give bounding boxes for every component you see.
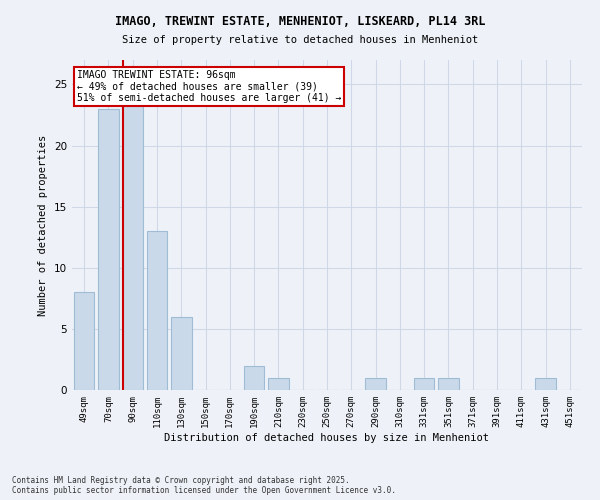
Bar (535, 378, 556, 390)
Bar (268, 378, 289, 390)
Text: IMAGO TREWINT ESTATE: 96sqm
← 49% of detached houses are smaller (39)
51% of sem: IMAGO TREWINT ESTATE: 96sqm ← 49% of det… (77, 70, 341, 103)
Y-axis label: Number of detached properties: Number of detached properties (38, 134, 49, 316)
Bar (414, 378, 434, 390)
Bar (98, 109, 119, 390)
Bar (146, 231, 167, 390)
Text: Contains HM Land Registry data © Crown copyright and database right 2025.
Contai: Contains HM Land Registry data © Crown c… (12, 476, 396, 495)
Bar (171, 316, 191, 390)
X-axis label: Distribution of detached houses by size in Menheniot: Distribution of detached houses by size … (164, 432, 490, 442)
Bar (74, 292, 94, 390)
Bar (365, 378, 386, 390)
Text: IMAGO, TREWINT ESTATE, MENHENIOT, LISKEARD, PL14 3RL: IMAGO, TREWINT ESTATE, MENHENIOT, LISKEA… (115, 15, 485, 28)
Text: Size of property relative to detached houses in Menheniot: Size of property relative to detached ho… (122, 35, 478, 45)
Bar (122, 84, 143, 390)
Bar (438, 378, 459, 390)
Bar (244, 366, 265, 390)
